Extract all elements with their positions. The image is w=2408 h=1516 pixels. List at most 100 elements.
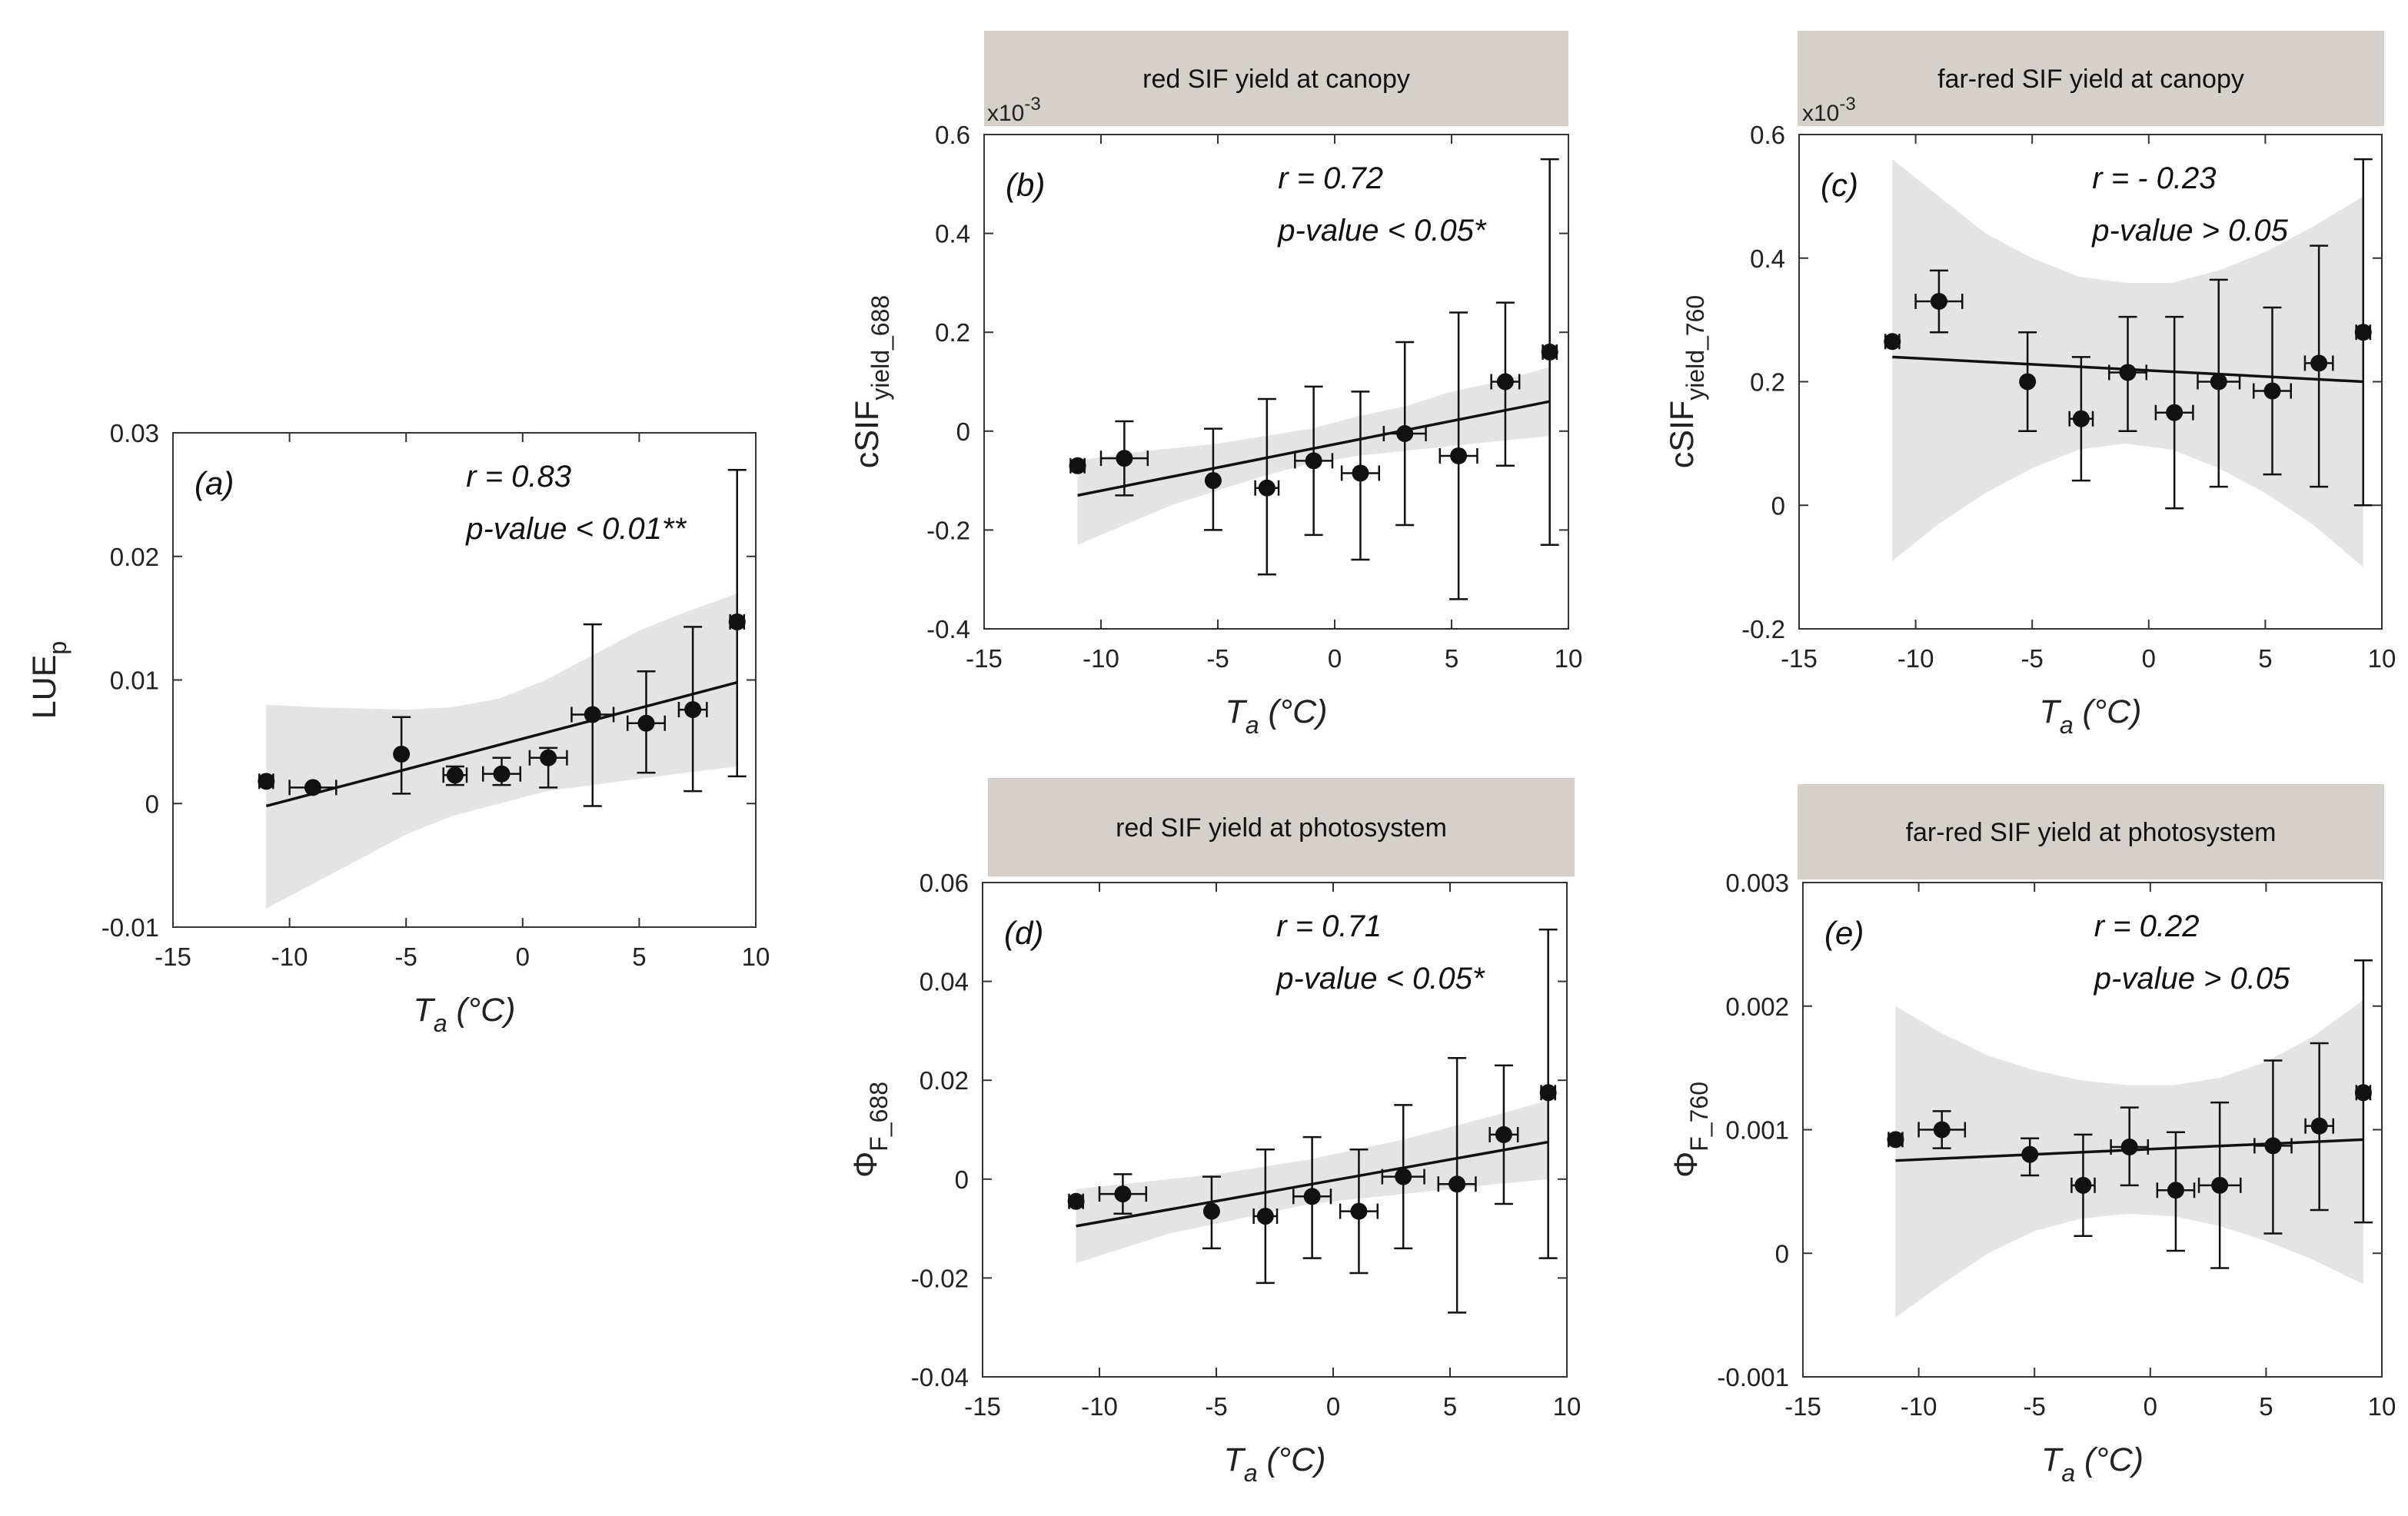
data-marker	[2119, 364, 2137, 381]
y-tick-label: 0	[145, 790, 159, 818]
y-multiplier: x10-3	[1802, 94, 1856, 126]
data-point	[2156, 1131, 2196, 1252]
x-tick-label: 10	[1553, 1392, 1581, 1421]
data-marker	[637, 714, 655, 732]
data-marker	[1204, 472, 1222, 490]
y-tick-label: 0.2	[1750, 368, 1785, 397]
data-marker	[1069, 457, 1086, 474]
data-point	[626, 670, 667, 774]
data-marker	[1933, 1121, 1951, 1139]
y-axis-label: cSIFyield_760	[1664, 295, 1709, 468]
data-point	[677, 626, 708, 793]
data-marker	[2166, 404, 2183, 421]
data-marker	[1202, 1202, 1220, 1220]
data-marker	[540, 749, 557, 766]
x-tick-label: -10	[271, 943, 308, 971]
x-tick-label: -5	[1205, 1392, 1227, 1421]
data-marker	[1887, 1131, 1904, 1149]
data-marker	[2354, 324, 2372, 341]
x-tick-label: 0	[2142, 644, 2156, 673]
data-point	[727, 468, 747, 778]
p-value: p-value < 0.05*	[1276, 962, 1485, 996]
x-tick-label: 0	[516, 943, 530, 971]
y-axis-label: LUEp	[26, 641, 72, 719]
data-point	[2304, 1042, 2334, 1212]
y-tick-label: 0	[1775, 1239, 1789, 1268]
data-point	[1099, 420, 1149, 497]
y-tick-label: -0.04	[911, 1363, 969, 1391]
x-axis-label: Ta (°C)	[2040, 693, 2142, 739]
data-marker	[493, 765, 511, 783]
panel-label: (e)	[1824, 915, 1864, 951]
data-point	[2353, 959, 2373, 1224]
y-tick-label: -0.001	[1717, 1363, 1789, 1391]
x-tick-label: -15	[1781, 644, 1818, 673]
data-marker	[1884, 333, 1901, 351]
data-marker	[1305, 452, 1322, 470]
x-tick-label: 5	[2259, 1392, 2273, 1421]
x-tick-label: -10	[1081, 1392, 1118, 1421]
data-point	[2197, 278, 2241, 488]
correlation-r: r = - 0.23	[2092, 161, 2216, 195]
y-multiplier: x10-3	[987, 94, 1041, 126]
y-tick-label: 0.04	[920, 968, 969, 996]
data-marker	[2264, 1137, 2282, 1155]
data-marker	[1450, 447, 1468, 464]
data-marker	[584, 706, 601, 723]
data-marker	[2021, 1145, 2039, 1163]
data-point	[1202, 1175, 1221, 1250]
data-marker	[2019, 373, 2037, 391]
data-marker	[1350, 1202, 1368, 1220]
y-tick-label: -0.01	[101, 913, 159, 942]
data-marker	[393, 745, 411, 763]
data-point	[1069, 457, 1086, 474]
data-marker	[2354, 1084, 2372, 1102]
data-marker	[1256, 1208, 1274, 1225]
data-marker	[684, 701, 702, 719]
panel-b: red SIF yield at canopy -15 -10 -5 0 5 10 -0.4 -…	[849, 31, 1582, 739]
x-tick-label: 5	[1445, 644, 1458, 673]
regression-line	[265, 681, 738, 808]
y-tick-label: -0.2	[926, 516, 970, 544]
panel-label: (c)	[1821, 167, 1858, 203]
x-tick-label: -5	[395, 943, 417, 971]
correlation-r: r = 0.72	[1278, 161, 1383, 195]
data-point	[2070, 1133, 2096, 1237]
y-axis-label: cSIFyield_688	[849, 295, 894, 468]
data-marker	[1352, 464, 1369, 482]
y-tick-label: 0.003	[1725, 869, 1789, 897]
data-point	[1437, 1057, 1477, 1314]
data-point	[1203, 427, 1222, 531]
panel-a: -15 -10 -5 0 5 10 -0.01 0 0.01 0.02 0.03 Ta (°C) LUE…	[26, 419, 770, 1037]
panel-label: (d)	[1004, 915, 1043, 951]
data-point	[1887, 1131, 1904, 1149]
y-tick-label: 0.4	[935, 220, 970, 248]
data-marker	[2211, 1176, 2229, 1194]
y-tick-label: -0.02	[911, 1264, 969, 1292]
data-marker	[1116, 450, 1133, 467]
y-tick-label: 0.4	[1750, 244, 1785, 273]
data-marker	[1539, 1084, 1557, 1102]
data-point	[1294, 385, 1334, 537]
data-marker	[1448, 1175, 1466, 1193]
data-marker	[1258, 479, 1276, 497]
data-point	[1381, 1104, 1425, 1250]
y-tick-label: 0	[956, 417, 970, 446]
data-point	[2110, 1106, 2150, 1187]
y-tick-label: 0.01	[110, 667, 159, 695]
x-axis-label: Ta (°C)	[414, 992, 516, 1037]
data-point	[1340, 391, 1381, 561]
x-tick-label: -15	[966, 644, 1003, 673]
x-tick-label: 5	[2258, 644, 2272, 673]
data-point	[1914, 269, 1964, 334]
x-tick-label: -5	[2024, 1392, 2046, 1421]
plot-frame	[983, 134, 1569, 630]
p-value: p-value < 0.05*	[1277, 214, 1487, 248]
correlation-r: r = 0.83	[466, 460, 571, 494]
x-tick-label: -5	[2021, 644, 2044, 673]
data-marker	[2074, 1176, 2092, 1194]
data-marker	[2210, 373, 2227, 391]
data-point	[1067, 1192, 1085, 1210]
data-marker	[2310, 1117, 2328, 1135]
